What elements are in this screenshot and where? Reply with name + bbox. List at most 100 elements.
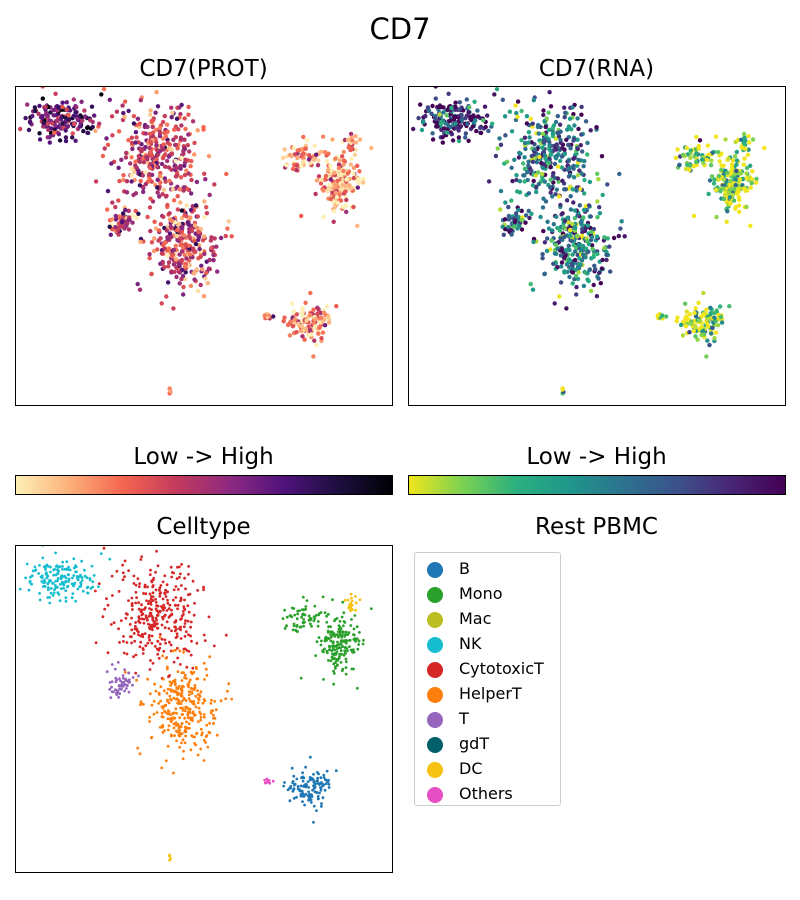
cell-point [180, 563, 184, 566]
cell-point [181, 757, 185, 761]
cell-point [327, 637, 331, 640]
cell-point [148, 614, 151, 618]
cell-point [286, 788, 290, 792]
cell-point [117, 684, 121, 688]
cell-point [540, 172, 545, 177]
cell-point [680, 333, 686, 338]
cell-point [202, 698, 206, 701]
cell-point [122, 651, 126, 655]
cell-point [129, 173, 134, 178]
cell-point [526, 163, 531, 168]
cell-point [134, 583, 138, 587]
cell-point [157, 125, 162, 131]
cell-point [177, 252, 182, 257]
cell-point [85, 586, 89, 590]
cell-point [355, 686, 359, 690]
cell-point [183, 709, 187, 713]
cell-point [164, 228, 170, 233]
cell-point [72, 566, 76, 570]
cell-point [176, 588, 180, 591]
cell-point [315, 311, 320, 316]
cell-point [311, 354, 316, 359]
cell-point [295, 777, 299, 781]
cell-point [502, 217, 508, 222]
cell-point [547, 147, 553, 153]
cell-point [124, 612, 128, 615]
cell-point [441, 110, 446, 115]
cell-point [315, 305, 320, 310]
cell-point [196, 701, 200, 705]
cell-point [127, 680, 131, 684]
cell-point [352, 667, 355, 671]
legend-label: T [459, 709, 469, 728]
cell-point [189, 620, 193, 624]
cell-point [576, 270, 581, 275]
cell-point [687, 163, 693, 168]
cell-point [72, 557, 76, 561]
cell-point [345, 639, 349, 643]
cell-point [71, 97, 76, 102]
cell-point [183, 728, 187, 732]
cell-point [729, 165, 735, 171]
cell-point [166, 165, 172, 170]
cell-point [342, 630, 345, 634]
cell-point [169, 254, 175, 259]
cell-point [187, 693, 191, 697]
cell-point [557, 122, 563, 127]
cell-point [149, 118, 154, 124]
cell-point [747, 140, 752, 145]
cell-point [201, 294, 207, 299]
cell-point [114, 676, 118, 680]
cell-point [346, 598, 350, 602]
cell-point [182, 625, 186, 629]
cell-point [361, 176, 366, 182]
cell-point [296, 609, 300, 613]
cell-point [281, 319, 286, 324]
cell-point [547, 90, 552, 95]
cell-point [129, 179, 134, 184]
cell-point [550, 131, 556, 136]
cell-point [311, 307, 316, 312]
cell-point [312, 338, 317, 343]
cell-point [503, 133, 508, 138]
cell-point [145, 214, 150, 220]
cell-point [347, 606, 351, 610]
cell-point [298, 163, 304, 169]
cell-point [202, 171, 207, 176]
cell-point [105, 670, 109, 674]
cell-point [152, 236, 157, 241]
cell-point [517, 150, 522, 156]
cell-point [522, 166, 527, 171]
cell-point [548, 190, 553, 195]
cell-point [182, 696, 186, 700]
cell-point [54, 551, 57, 555]
cell-point [501, 232, 506, 237]
cell-point [123, 575, 126, 579]
cell-point [92, 574, 96, 577]
cell-point [595, 251, 600, 257]
cell-point [199, 727, 203, 731]
cell-point [570, 187, 575, 192]
cell-point [162, 153, 167, 158]
cell-point [719, 151, 724, 156]
cell-point [201, 701, 205, 705]
cell-point [316, 624, 320, 628]
legend-item-others: Others [415, 783, 555, 808]
cell-point [156, 652, 160, 656]
cell-point [340, 643, 343, 646]
prot-umap-plot [18, 87, 374, 396]
cell-point [369, 607, 373, 610]
cell-point [194, 179, 200, 185]
cell-point [101, 615, 105, 619]
cell-point [196, 753, 200, 757]
cell-point [166, 717, 170, 721]
cell-point [178, 565, 181, 569]
cell-point [741, 131, 747, 137]
cell-point [507, 109, 513, 114]
cell-point [199, 690, 203, 694]
cell-point [150, 124, 155, 130]
cell-point [192, 613, 196, 617]
cell-point [485, 113, 490, 118]
cell-point [180, 722, 184, 725]
cell-point [165, 280, 171, 285]
